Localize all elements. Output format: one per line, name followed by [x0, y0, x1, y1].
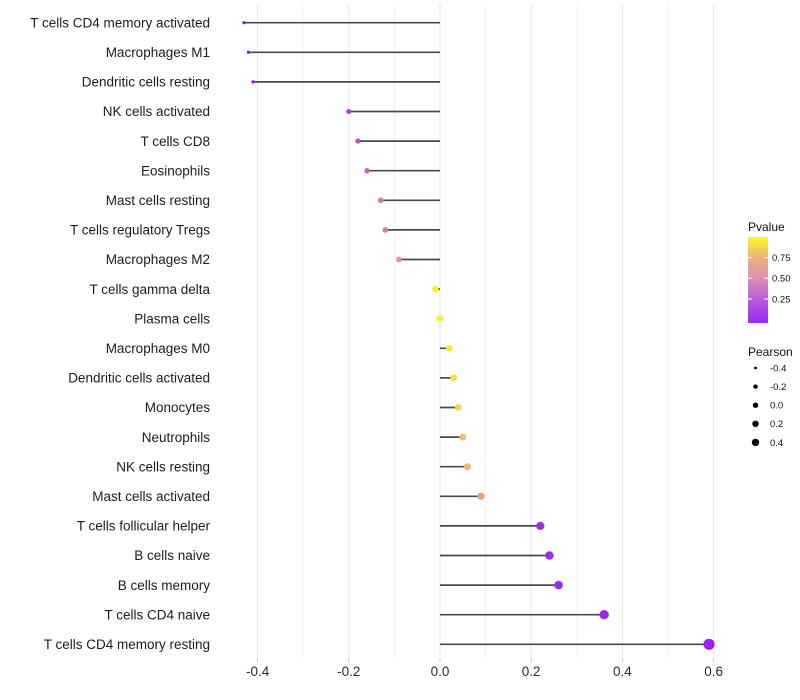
- row-label: Mast cells resting: [106, 193, 210, 208]
- data-point: [536, 521, 545, 531]
- data-point: [355, 138, 361, 144]
- lollipop-row: Macrophages M1: [106, 45, 440, 60]
- lollipop-row: Eosinophils: [141, 163, 440, 178]
- lollipop-row: T cells follicular helper: [77, 519, 545, 534]
- lollipop-row: Dendritic cells activated: [68, 371, 458, 386]
- data-point: [459, 433, 467, 441]
- legend: Pvalue 0.75 0.50 0.25 Pearson -0.4 -0.2 0.0 0…: [748, 220, 793, 449]
- row-label: T cells follicular helper: [77, 519, 211, 534]
- colorbar-tick-label: 0.50: [772, 274, 791, 285]
- x-axis-tick-label: 0.6: [704, 664, 723, 679]
- row-label: Neutrophils: [142, 430, 211, 445]
- row-label: T cells CD4 memory activated: [30, 15, 210, 30]
- row-label: T cells CD4 naive: [104, 607, 210, 622]
- lollipop-row: Plasma cells: [134, 311, 444, 326]
- gridlines: [257, 4, 715, 659]
- row-label: Plasma cells: [134, 311, 210, 326]
- lollipop-row: T cells regulatory Tregs: [70, 223, 440, 238]
- row-label: B cells memory: [118, 578, 211, 593]
- data-point: [454, 404, 462, 411]
- lollipop-row: Monocytes: [145, 400, 462, 415]
- row-label: T cells CD8: [140, 134, 210, 149]
- row-label: Eosinophils: [141, 163, 210, 178]
- x-axis-tick-label: 0.2: [522, 664, 541, 679]
- lollipop-row: Mast cells activated: [92, 489, 485, 504]
- data-point: [599, 610, 609, 620]
- data-point: [364, 168, 370, 174]
- data-point: [246, 50, 251, 54]
- lollipop-row: T cells CD4 memory activated: [30, 15, 440, 30]
- row-label: Dendritic cells activated: [68, 371, 210, 386]
- data-point: [703, 638, 715, 650]
- row-label: T cells gamma delta: [89, 282, 210, 297]
- data-point: [396, 256, 402, 263]
- row-label: Macrophages M2: [106, 252, 210, 267]
- pvalue-colorbar: [748, 237, 768, 323]
- lollipop-row: Dendritic cells resting: [82, 75, 440, 90]
- size-legend-label: 0.0: [770, 401, 783, 412]
- row-label: B cells naive: [134, 548, 210, 563]
- size-legend-dot: [752, 420, 759, 427]
- data-point: [477, 492, 485, 500]
- data-point: [463, 463, 471, 471]
- lollipop-row: B cells memory: [118, 578, 563, 593]
- size-legend-label: -0.2: [770, 382, 786, 393]
- x-axis-tick-label: 0.0: [431, 664, 450, 679]
- size-legend-dot: [754, 366, 757, 370]
- pearson-size-legend: -0.4 -0.2 0.0 0.2 0.4: [751, 363, 786, 449]
- lollipop-row: T cells CD4 memory resting: [44, 637, 715, 652]
- lollipop-row: NK cells resting: [116, 459, 471, 474]
- row-label: Macrophages M0: [106, 341, 210, 356]
- row-label: Monocytes: [145, 400, 211, 415]
- row-label: Macrophages M1: [106, 45, 210, 60]
- lollipop-row: T cells CD4 naive: [104, 607, 609, 622]
- pearson-legend-title: Pearson: [748, 345, 793, 359]
- row-label: Dendritic cells resting: [82, 75, 210, 90]
- x-axis-tick-label: -0.4: [246, 664, 270, 679]
- data-point: [377, 197, 384, 204]
- size-legend-label: 0.4: [770, 438, 783, 449]
- size-legend-label: -0.4: [770, 363, 786, 374]
- row-label: T cells regulatory Tregs: [70, 223, 210, 238]
- size-legend-dot: [752, 402, 759, 408]
- lollipop-row: T cells CD8: [140, 134, 440, 149]
- data-point: [346, 109, 352, 114]
- row-label: NK cells resting: [116, 459, 210, 474]
- lollipop-rows: T cells CD4 memory activated Macrophages …: [30, 15, 715, 652]
- data-point: [382, 227, 389, 233]
- size-legend-dot: [753, 384, 758, 389]
- lollipop-row: B cells naive: [134, 548, 554, 563]
- lollipop-row: Mast cells resting: [106, 193, 440, 208]
- lollipop-row: Macrophages M0: [106, 341, 453, 356]
- row-label: T cells CD4 memory resting: [44, 637, 210, 652]
- x-axis: -0.4 -0.2 0.0 0.2 0.4 0.6: [246, 659, 723, 679]
- size-legend-label: 0.2: [770, 419, 783, 430]
- x-axis-tick-label: 0.4: [613, 664, 632, 679]
- data-point: [242, 21, 246, 25]
- data-point: [251, 80, 255, 84]
- colorbar-tick-label: 0.75: [772, 253, 791, 264]
- pvalue-colorbar-ticks: 0.75 0.50 0.25: [748, 253, 791, 305]
- data-point: [554, 580, 563, 590]
- data-point: [436, 315, 444, 322]
- data-point: [450, 374, 458, 382]
- lollipop-row: NK cells activated: [103, 104, 440, 119]
- x-axis-tick-label: -0.2: [337, 664, 360, 679]
- size-legend-dot: [751, 438, 760, 447]
- data-point: [432, 285, 439, 293]
- pvalue-legend-title: Pvalue: [748, 220, 785, 234]
- row-label: NK cells activated: [103, 104, 210, 119]
- colorbar-tick-label: 0.25: [772, 294, 791, 305]
- lollipop-row: Neutrophils: [142, 430, 467, 445]
- row-label: Mast cells activated: [92, 489, 210, 504]
- data-point: [545, 551, 554, 560]
- lollipop-row: Macrophages M2: [106, 252, 440, 267]
- lollipop-row: T cells gamma delta: [89, 282, 440, 297]
- data-point: [445, 344, 453, 352]
